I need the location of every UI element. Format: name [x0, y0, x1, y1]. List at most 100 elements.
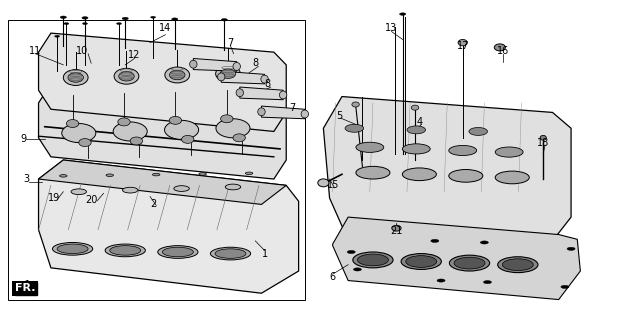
Ellipse shape — [401, 253, 442, 269]
Ellipse shape — [210, 247, 251, 260]
Text: 2: 2 — [150, 199, 156, 209]
Ellipse shape — [220, 69, 236, 78]
Ellipse shape — [119, 71, 134, 81]
Text: 17: 17 — [457, 41, 469, 51]
Polygon shape — [240, 87, 283, 100]
Ellipse shape — [495, 147, 523, 157]
Ellipse shape — [258, 108, 265, 116]
Ellipse shape — [113, 122, 147, 141]
Ellipse shape — [52, 243, 93, 255]
Ellipse shape — [60, 16, 67, 19]
Ellipse shape — [353, 268, 361, 271]
Ellipse shape — [190, 60, 197, 68]
Ellipse shape — [122, 17, 128, 20]
Ellipse shape — [114, 68, 139, 84]
Ellipse shape — [494, 44, 506, 51]
Text: 8: 8 — [264, 79, 271, 89]
Ellipse shape — [233, 62, 241, 70]
Ellipse shape — [469, 127, 488, 135]
Ellipse shape — [503, 259, 533, 270]
Polygon shape — [333, 217, 580, 300]
Ellipse shape — [279, 91, 287, 99]
Text: 4: 4 — [416, 117, 422, 127]
Ellipse shape — [116, 23, 121, 25]
Ellipse shape — [151, 16, 156, 18]
Text: 3: 3 — [23, 174, 29, 184]
Ellipse shape — [221, 19, 228, 21]
Ellipse shape — [62, 124, 96, 142]
Ellipse shape — [172, 18, 178, 20]
Ellipse shape — [480, 241, 488, 244]
Ellipse shape — [67, 120, 79, 127]
Ellipse shape — [64, 23, 69, 25]
Text: 5: 5 — [336, 111, 342, 121]
Ellipse shape — [431, 239, 439, 243]
Text: 21: 21 — [390, 226, 402, 236]
Ellipse shape — [218, 73, 225, 81]
Ellipse shape — [71, 189, 86, 195]
Text: FR.: FR. — [15, 284, 35, 293]
Polygon shape — [221, 71, 264, 84]
Ellipse shape — [356, 142, 384, 152]
Ellipse shape — [57, 244, 88, 253]
Ellipse shape — [561, 285, 569, 288]
Ellipse shape — [233, 134, 245, 142]
Ellipse shape — [458, 39, 467, 46]
Ellipse shape — [106, 174, 113, 177]
Text: 16: 16 — [497, 45, 509, 56]
Ellipse shape — [221, 115, 233, 123]
Ellipse shape — [216, 66, 241, 82]
Ellipse shape — [169, 116, 182, 124]
Text: 7: 7 — [289, 103, 295, 113]
Ellipse shape — [152, 173, 160, 176]
Ellipse shape — [449, 145, 476, 156]
Ellipse shape — [79, 139, 91, 147]
Ellipse shape — [199, 173, 207, 175]
Polygon shape — [39, 160, 286, 204]
Text: 1: 1 — [261, 249, 267, 259]
Ellipse shape — [165, 67, 190, 83]
Text: 18: 18 — [537, 138, 549, 148]
Text: 6: 6 — [330, 272, 336, 282]
Ellipse shape — [68, 73, 83, 82]
Ellipse shape — [399, 13, 406, 15]
Ellipse shape — [567, 247, 575, 251]
Ellipse shape — [498, 257, 538, 273]
Ellipse shape — [353, 252, 393, 268]
Ellipse shape — [495, 171, 529, 184]
Text: 15: 15 — [327, 180, 339, 190]
Text: 13: 13 — [386, 23, 397, 33]
Ellipse shape — [411, 105, 419, 110]
Ellipse shape — [245, 172, 253, 175]
Ellipse shape — [174, 186, 189, 191]
Ellipse shape — [540, 135, 546, 140]
Text: 9: 9 — [20, 134, 26, 144]
Polygon shape — [261, 106, 305, 119]
Ellipse shape — [162, 247, 193, 257]
Ellipse shape — [437, 279, 445, 282]
Ellipse shape — [60, 175, 67, 177]
Ellipse shape — [392, 225, 401, 231]
Ellipse shape — [83, 23, 88, 25]
Text: FR.: FR. — [16, 284, 36, 293]
Ellipse shape — [454, 257, 485, 269]
Ellipse shape — [216, 119, 250, 138]
Ellipse shape — [450, 255, 490, 271]
Ellipse shape — [318, 179, 329, 187]
Ellipse shape — [63, 69, 88, 85]
Text: 10: 10 — [76, 45, 88, 56]
Ellipse shape — [158, 246, 198, 258]
Ellipse shape — [352, 102, 360, 107]
Ellipse shape — [130, 137, 142, 145]
Ellipse shape — [261, 75, 268, 83]
Ellipse shape — [483, 281, 491, 284]
Ellipse shape — [347, 251, 355, 253]
Text: 12: 12 — [128, 50, 141, 60]
Text: 20: 20 — [85, 195, 98, 205]
Ellipse shape — [215, 249, 246, 258]
Ellipse shape — [449, 170, 483, 182]
Ellipse shape — [236, 89, 243, 97]
Ellipse shape — [182, 135, 194, 143]
Ellipse shape — [165, 120, 198, 140]
Text: 19: 19 — [48, 193, 60, 203]
